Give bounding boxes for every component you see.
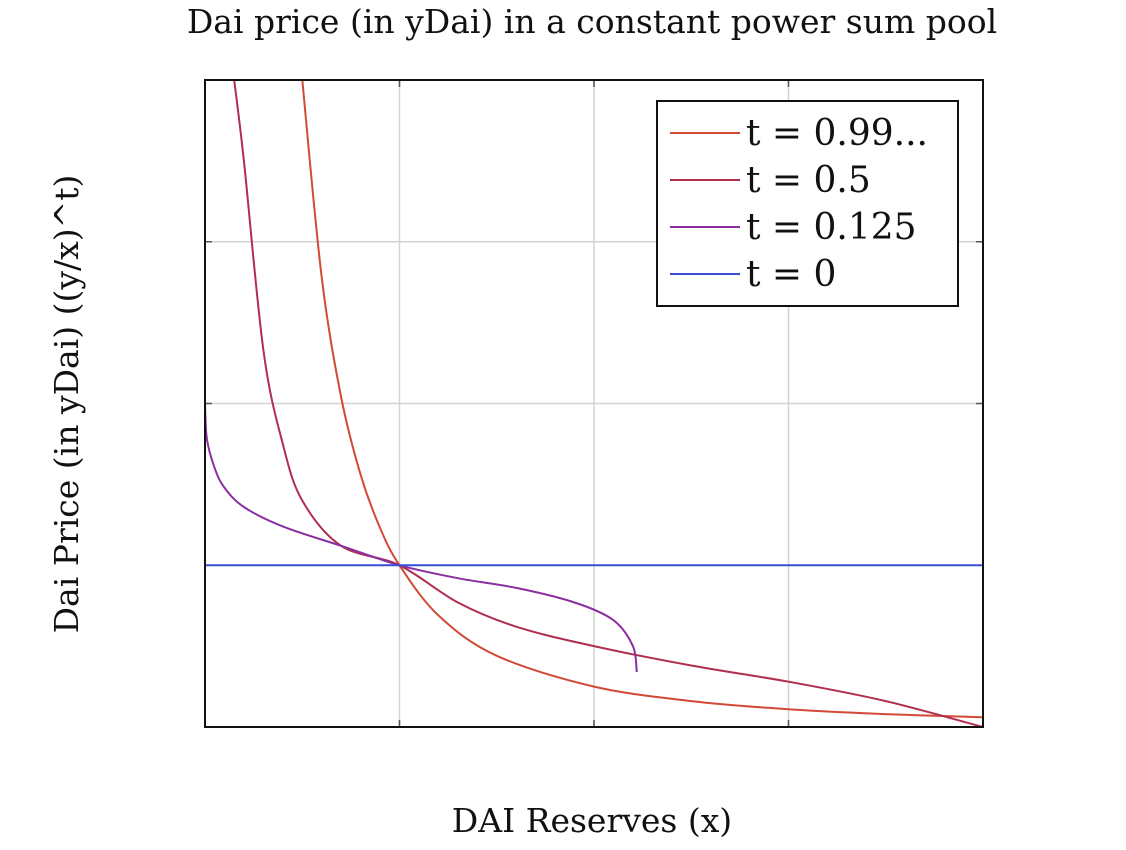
series-group — [204, 79, 984, 728]
legend-label-2: t = 0.5 — [746, 160, 871, 201]
chart-title: Dai price (in yDai) in a constant power … — [187, 2, 997, 41]
legend-label-1: t = 0.99... — [746, 113, 928, 154]
legend-label-4: t = 0 — [746, 254, 836, 295]
plot-frame — [204, 79, 984, 728]
x-axis-label: DAI Reserves (x) — [452, 801, 732, 840]
series-line-3 — [204, 403, 638, 673]
series-line-1 — [301, 79, 984, 719]
legend-label-3: t = 0.125 — [746, 207, 917, 248]
legend: t = 0.99... t = 0.5 t = 0.125 t = 0 — [656, 100, 959, 307]
series-line-2 — [233, 79, 984, 728]
legend-box — [656, 100, 959, 307]
y-axis-label: Dai Price (in yDai) ((y/x)^t) — [47, 175, 86, 634]
